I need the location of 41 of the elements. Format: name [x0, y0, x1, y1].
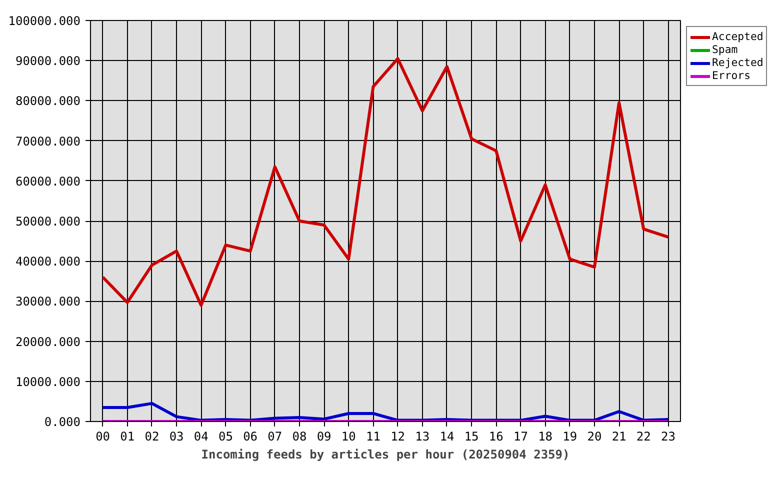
y-tick-label: 20000.000 [15, 334, 81, 349]
x-tick-label: 04 [194, 430, 208, 444]
legend-label: Errors [712, 69, 750, 82]
x-tick-label: 05 [218, 430, 233, 444]
legend-label: Rejected [712, 56, 764, 69]
x-tick-label: 08 [292, 430, 307, 444]
y-tick-label: 60000.000 [15, 174, 81, 188]
x-tick-label: 01 [120, 430, 135, 444]
x-tick-label: 18 [538, 430, 553, 444]
y-tick-label: 80000.000 [15, 94, 81, 108]
x-tick-label: 12 [390, 430, 406, 444]
x-tick-label: 07 [268, 430, 282, 444]
x-axis-title: Incoming feeds by articles per hour (20250904 2359) [201, 448, 570, 462]
line-series [101, 57, 670, 307]
y-tick-label: 50000.000 [15, 214, 81, 228]
legend-label: Spam [712, 43, 738, 56]
x-tick-label: 06 [243, 430, 258, 444]
x-tick-label: 10 [341, 430, 356, 444]
x-tick-label: 23 [660, 430, 676, 444]
y-tick-label: 70000.000 [15, 134, 81, 148]
x-tick-label: 22 [636, 430, 651, 444]
y-tick-label: 90000.000 [15, 54, 81, 68]
x-tick-label: 15 [464, 430, 479, 444]
y-tick-label: 30000.000 [15, 294, 81, 309]
y-tick-label: 10000.000 [15, 374, 81, 389]
x-tick-label: 19 [562, 430, 578, 444]
x-tick-label: 14 [440, 430, 454, 444]
x-tick-label: 17 [513, 430, 528, 444]
y-tick-label: 100000.000 [8, 14, 81, 28]
x-tick-label: 02 [144, 430, 160, 444]
x-tick-label: 11 [366, 430, 380, 444]
x-tick-label: 21 [612, 430, 626, 444]
y-tick-label: 40000.000 [15, 254, 81, 269]
x-tick-label: 13 [415, 430, 430, 444]
x-tick-label: 16 [488, 430, 504, 444]
x-tick-label: 00 [96, 430, 110, 444]
y-tick-label: 0.000 [44, 415, 80, 429]
legend-label: Accepted [712, 30, 764, 43]
x-tick-label: 03 [169, 430, 184, 444]
x-tick-label: 20 [587, 430, 602, 444]
x-tick-label: 09 [316, 430, 332, 444]
